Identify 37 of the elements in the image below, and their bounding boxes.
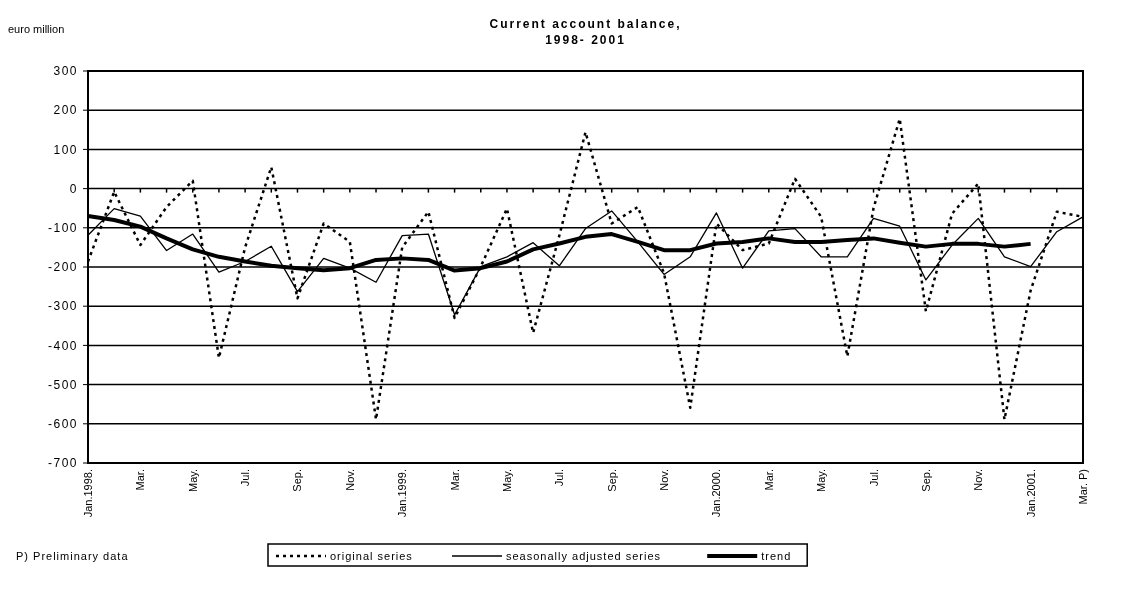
y-tick-label: -700 [47, 456, 78, 471]
y-tick-label: 300 [53, 64, 78, 79]
x-tick-label: May. [815, 469, 828, 493]
x-tick-label: Jul. [553, 469, 566, 487]
y-tick-label: 0 [69, 181, 78, 196]
x-tick-label: Mar. [134, 469, 147, 491]
x-tick-label: Mar. [762, 469, 775, 491]
x-tick-label: Jan.1999. [396, 469, 409, 518]
x-tick-label: Jan.1998. [82, 469, 94, 518]
x-tick-label: Sep. [919, 469, 932, 492]
x-tick-label: Nov. [343, 469, 356, 491]
x-tick-label: May. [500, 469, 513, 493]
y-tick-label: 100 [53, 142, 78, 157]
y-tick-label: -300 [47, 299, 78, 314]
legend-label: original series [330, 549, 413, 562]
x-tick-label: Nov. [972, 469, 985, 491]
x-tick-label: Jan.2001. [1024, 469, 1037, 518]
legend-label: seasonally adjusted series [506, 549, 662, 562]
x-tick-label: Mar. [448, 469, 461, 491]
legend-label: trend [761, 549, 792, 562]
x-tick-label: Sep. [605, 469, 618, 492]
chart-title: Current account balance, 1998- 2001 [489, 17, 682, 47]
x-tick-label: Sep. [291, 469, 304, 492]
y-tick-label: -200 [47, 260, 78, 275]
x-tick-label: May. [186, 469, 199, 493]
x-tick-label: Jan.2000. [710, 469, 723, 518]
x-tick-label: Jul. [239, 469, 252, 487]
y-tick-label: -100 [47, 221, 78, 235]
y-tick-label: 200 [53, 103, 78, 118]
y-tick-label: -600 [47, 417, 78, 431]
y-axis-title: euro million [8, 23, 65, 35]
y-tick-label: -500 [47, 377, 78, 392]
x-tick-label: Jul. [867, 469, 880, 487]
text: P) Preliminary data [16, 550, 129, 562]
x-tick-label: Nov. [658, 469, 671, 491]
y-tick-label: -400 [47, 338, 78, 353]
x-tick-label: Mar. P) [1077, 469, 1089, 505]
